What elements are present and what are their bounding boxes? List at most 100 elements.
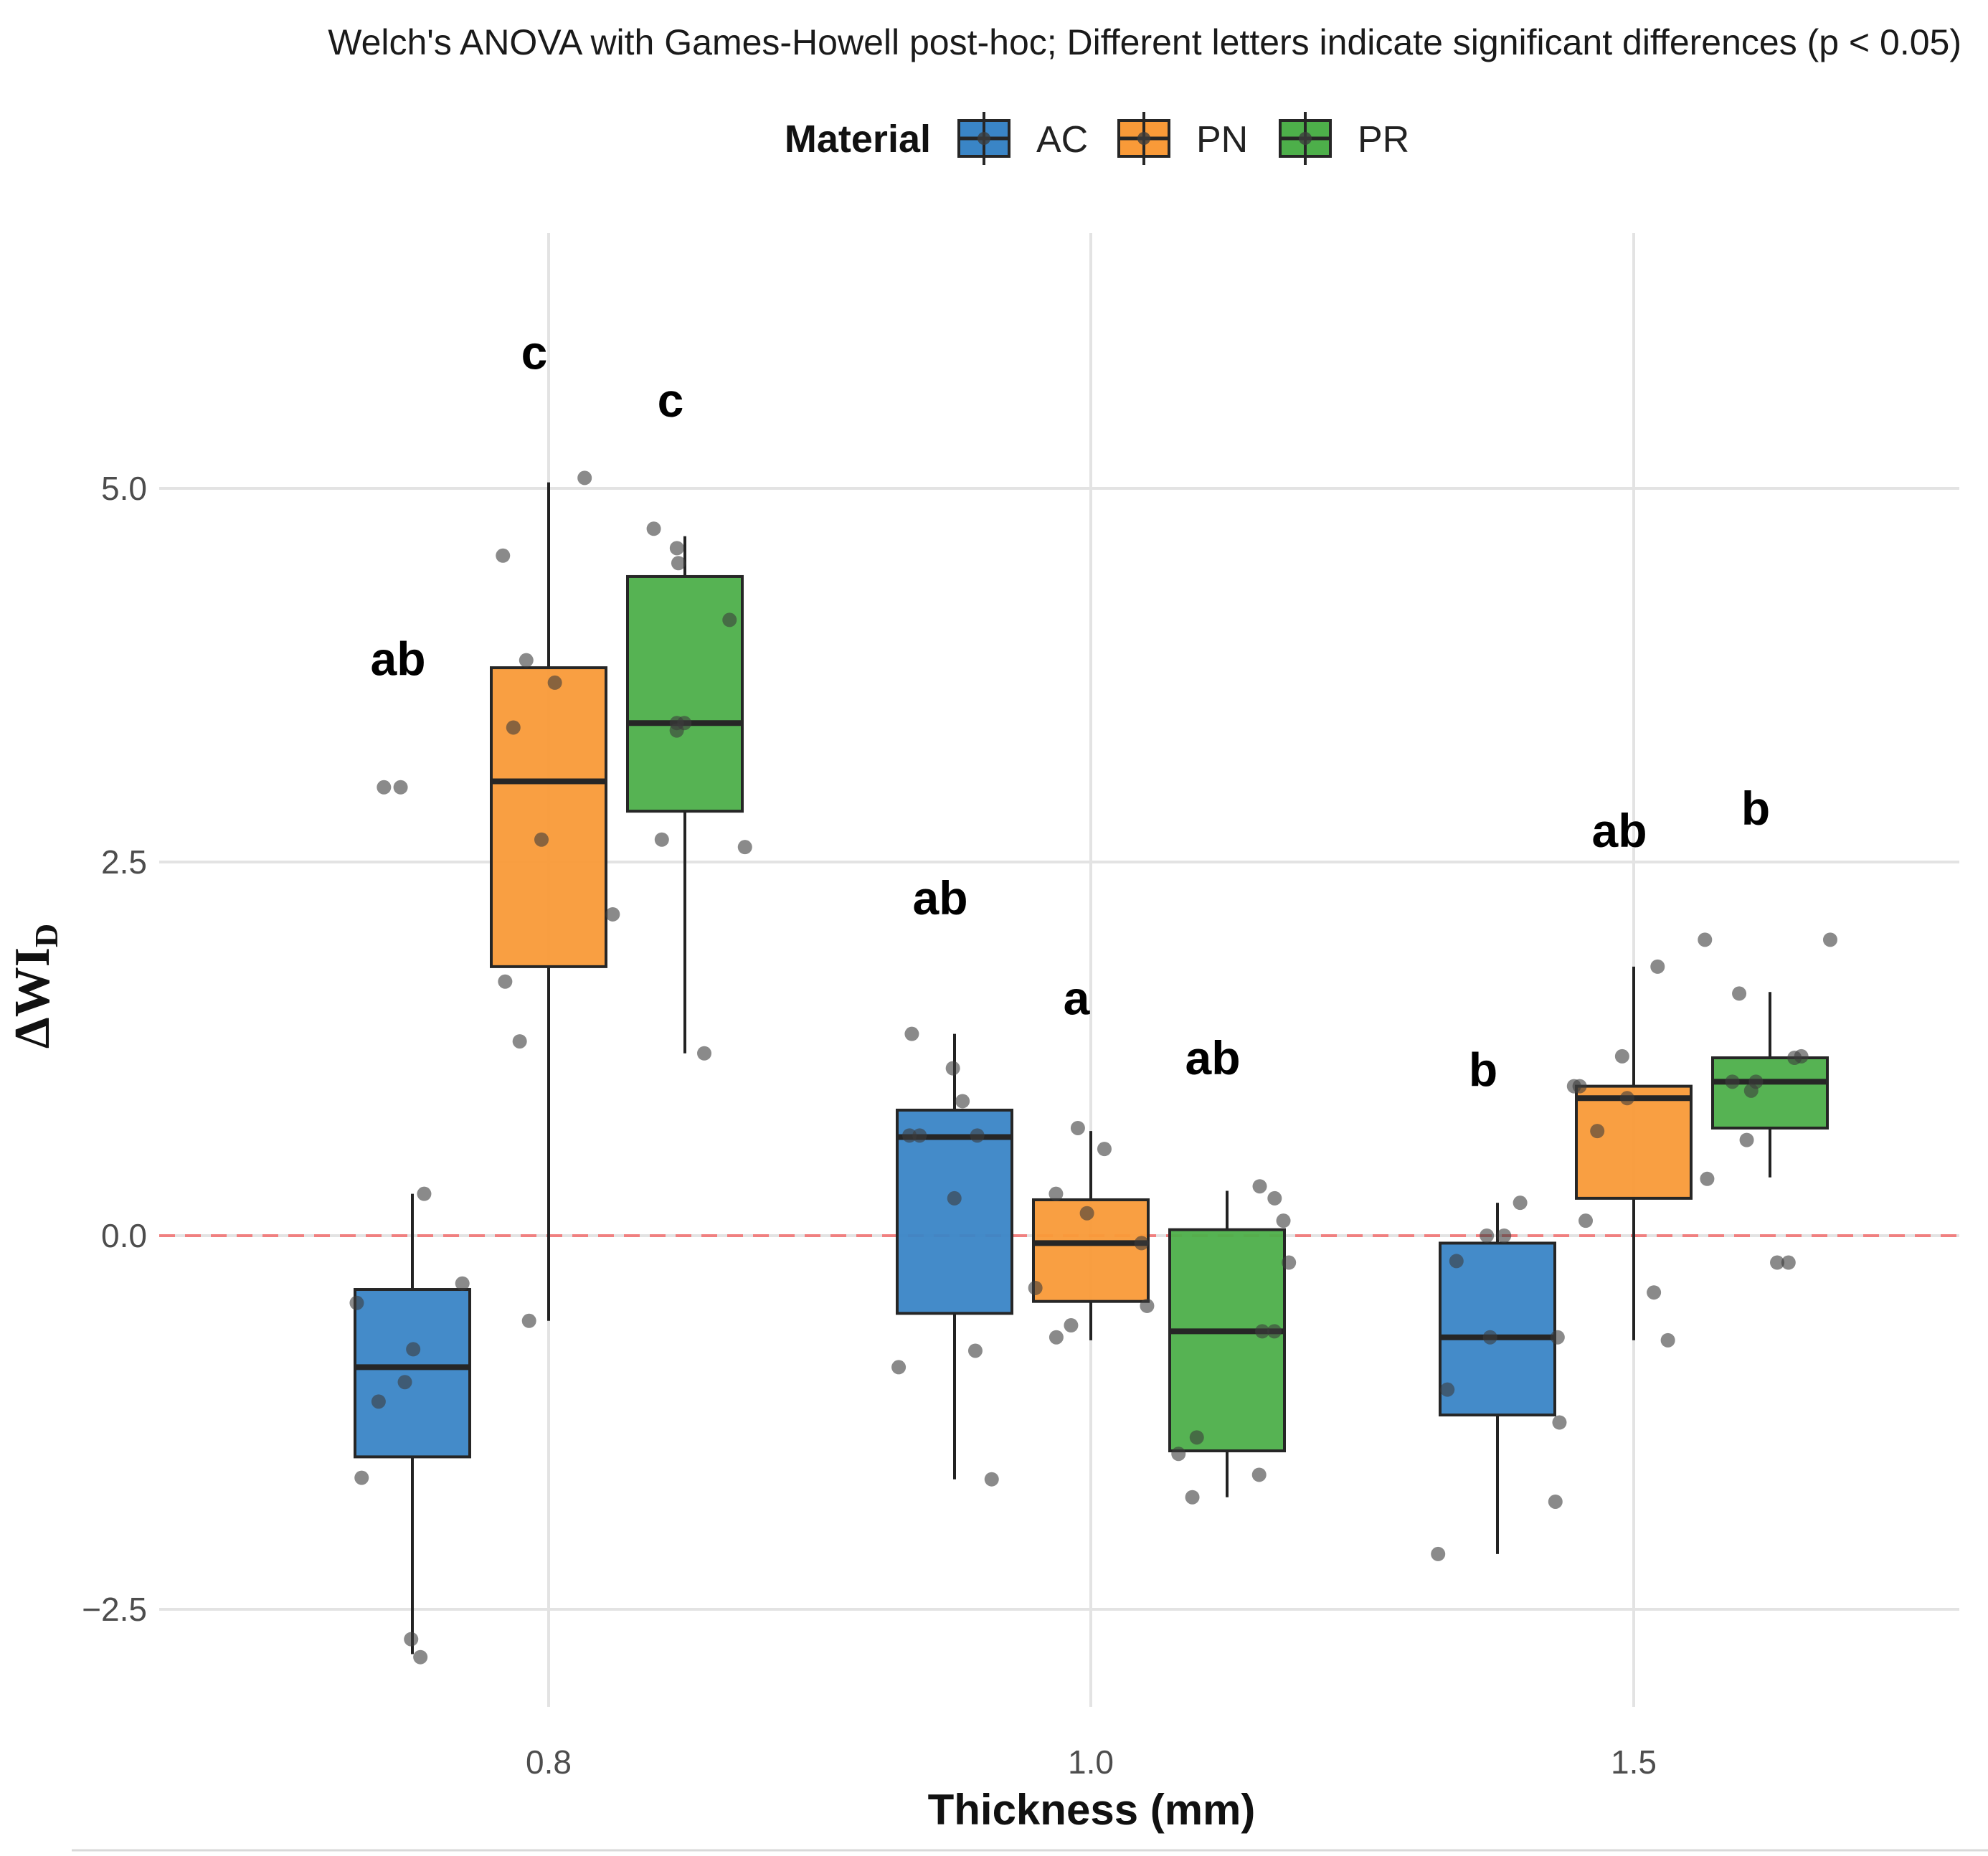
data-point — [1185, 1490, 1200, 1505]
y-tick-label: 5.0 — [101, 470, 147, 507]
data-point — [1619, 1091, 1634, 1106]
legend-key-point — [1137, 132, 1150, 145]
boxplot-PN-1.0 — [1032, 1131, 1150, 1340]
box-body — [1711, 1056, 1829, 1130]
data-point — [1552, 1415, 1567, 1430]
x-tick-label: 0.8 — [526, 1743, 572, 1781]
legend-item-PN: PN — [1117, 112, 1248, 165]
data-point — [1513, 1195, 1528, 1211]
significance-letter: ab — [1591, 804, 1647, 857]
data-point — [984, 1472, 999, 1487]
data-point — [945, 1061, 960, 1076]
data-point — [955, 1094, 970, 1109]
data-point — [1497, 1228, 1512, 1243]
box-body — [1439, 1241, 1556, 1417]
data-point — [1028, 1280, 1043, 1295]
data-point — [1482, 1330, 1497, 1345]
data-point — [1140, 1298, 1155, 1313]
data-point — [1267, 1190, 1282, 1206]
data-point — [1698, 932, 1713, 947]
data-point — [397, 1375, 412, 1390]
x-tick-label: 1.5 — [1611, 1743, 1657, 1781]
data-point — [1251, 1467, 1267, 1482]
data-point — [1566, 1079, 1581, 1094]
data-point — [547, 675, 562, 690]
significance-letters: ab ab b c a ab c ab b — [370, 326, 1770, 1096]
data-point — [970, 1128, 985, 1143]
data-point — [371, 1394, 386, 1409]
data-point — [404, 1632, 419, 1647]
data-point — [1748, 1074, 1764, 1089]
data-point — [1049, 1186, 1064, 1201]
data-point — [521, 1313, 536, 1328]
significance-letter: c — [658, 374, 684, 427]
data-point — [506, 720, 521, 735]
data-point — [1480, 1228, 1495, 1243]
box-body — [1575, 1084, 1693, 1200]
legend-key-point — [978, 132, 990, 145]
box-body — [490, 666, 607, 968]
boxplot-PN-0.8 — [490, 482, 607, 1321]
boxplot-PR-1.0 — [1168, 1190, 1286, 1497]
data-point — [605, 906, 620, 922]
significance-letter: c — [521, 326, 548, 379]
data-point — [697, 1046, 712, 1061]
data-point — [669, 716, 684, 731]
y-axis-title-subscript: D — [28, 924, 65, 947]
data-point — [967, 1343, 983, 1358]
data-point — [417, 1186, 432, 1201]
significance-letter: b — [1741, 782, 1770, 835]
boxplot-AC-1.5 — [1439, 1203, 1556, 1554]
data-point — [1431, 1546, 1446, 1561]
legend-item-PR: PR — [1279, 112, 1409, 165]
data-point — [654, 832, 669, 847]
boxplot-PN-1.5 — [1575, 966, 1693, 1340]
y-tick-label: 2.5 — [101, 843, 147, 881]
data-point — [1171, 1447, 1186, 1462]
data-point — [891, 1360, 907, 1375]
data-point — [1440, 1382, 1455, 1397]
data-points — [349, 470, 1837, 1665]
data-point — [912, 1128, 927, 1143]
data-point — [1770, 1255, 1785, 1270]
significance-letter: ab — [370, 633, 425, 686]
data-point — [1276, 1213, 1291, 1228]
x-axis-title: Thickness (mm) — [928, 1786, 1256, 1834]
data-point — [722, 612, 737, 628]
legend-label: PN — [1196, 119, 1248, 161]
data-point — [377, 780, 392, 795]
data-point — [498, 974, 513, 989]
data-point — [413, 1649, 428, 1665]
x-axis-ticks: 0.8 1.0 1.5 — [526, 1743, 1657, 1781]
data-point — [947, 1190, 962, 1206]
y-tick-label: −2.5 — [82, 1591, 147, 1628]
significance-letter: ab — [912, 871, 967, 924]
data-point — [577, 470, 592, 486]
chart-subtitle: Welch's ANOVA with Games-Howell post-hoc… — [328, 22, 1961, 62]
legend-key-point — [1299, 132, 1312, 145]
data-point — [1097, 1142, 1112, 1157]
boxplot-PR-1.5 — [1711, 992, 1829, 1178]
data-point — [1660, 1332, 1675, 1348]
data-point — [1282, 1255, 1297, 1270]
data-point — [519, 653, 534, 668]
box-body — [896, 1108, 1013, 1315]
y-axis-title: ΔWID — [5, 924, 65, 1048]
data-point — [1725, 1074, 1740, 1089]
data-point — [1189, 1430, 1204, 1445]
data-point — [1079, 1206, 1094, 1221]
data-point — [1794, 1048, 1809, 1064]
data-point — [393, 780, 408, 795]
data-point — [1049, 1330, 1064, 1345]
data-point — [1252, 1179, 1267, 1194]
data-point — [354, 1470, 369, 1485]
data-point — [1255, 1324, 1270, 1339]
data-point — [902, 1128, 917, 1143]
y-axis-title-main: ΔWI — [5, 947, 60, 1048]
boxplot-PR-0.8 — [626, 536, 744, 1054]
data-point — [737, 840, 752, 855]
data-point — [1449, 1254, 1464, 1269]
data-point — [1550, 1330, 1565, 1345]
data-point — [1578, 1213, 1594, 1228]
